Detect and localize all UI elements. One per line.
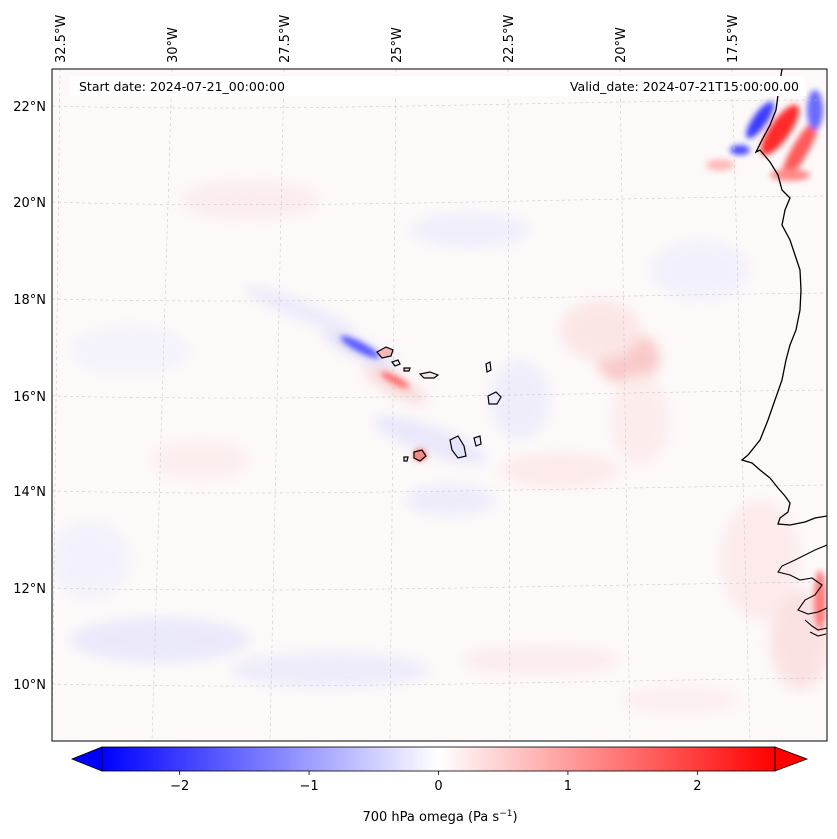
gridline-lon bbox=[389, 69, 397, 741]
colorbar-tick-label: −2 bbox=[170, 779, 189, 794]
map-frame bbox=[51, 68, 828, 742]
lat-label: 20°N bbox=[13, 196, 46, 211]
lat-label: 16°N bbox=[13, 390, 46, 405]
valid-date-label: Valid_date: 2024-07-21T15:00:00.00 bbox=[570, 79, 799, 94]
guinea-bissau-coastline bbox=[777, 544, 827, 637]
island-santo-antao bbox=[376, 346, 394, 359]
colorbar-tick-label: 0 bbox=[434, 779, 442, 794]
island-santa-luzia bbox=[403, 367, 411, 372]
lon-label: 25°W bbox=[390, 27, 405, 63]
lat-label: 12°N bbox=[13, 582, 46, 597]
cape-verde-islands bbox=[376, 346, 502, 462]
lon-label: 32.5°W bbox=[54, 15, 69, 63]
lat-label: 10°N bbox=[13, 678, 46, 693]
colorbar-label: 700 hPa omega (Pa s−1) bbox=[362, 809, 517, 825]
colorbar-extend-min bbox=[70, 746, 103, 772]
island-sao-nicolau bbox=[418, 371, 440, 379]
start-date-label: Start date: 2024-07-21_00:00:00 bbox=[79, 79, 285, 94]
lon-label: 30°W bbox=[166, 27, 181, 63]
map-panel: Start date: 2024-07-21_00:00:00 Valid_da… bbox=[51, 68, 828, 742]
lon-label: 17.5°W bbox=[726, 15, 741, 63]
lon-label: 27.5°W bbox=[278, 15, 293, 63]
gridline-lat bbox=[52, 292, 827, 302]
colorbar-tick-label: 1 bbox=[564, 779, 572, 794]
lat-label: 14°N bbox=[13, 485, 46, 500]
africa-coastline bbox=[740, 69, 827, 526]
gridline-lon bbox=[151, 69, 173, 741]
island-fogo bbox=[413, 449, 427, 462]
gridline-lat bbox=[52, 99, 827, 109]
island-sal bbox=[485, 361, 492, 373]
omega-field bbox=[52, 90, 827, 714]
island-sao-vicente bbox=[391, 359, 401, 367]
colorbar-tick-label: 2 bbox=[693, 779, 701, 794]
lon-label: 22.5°W bbox=[502, 15, 517, 63]
lat-label: 18°N bbox=[13, 293, 46, 308]
gridline-lat bbox=[52, 195, 827, 206]
gridline-lon bbox=[731, 69, 751, 741]
island-boa-vista bbox=[487, 391, 502, 405]
lon-label: 20°W bbox=[614, 27, 629, 63]
gridline-lat bbox=[52, 389, 827, 399]
gridline-lat bbox=[52, 677, 827, 687]
gridline-lat bbox=[52, 581, 827, 591]
colorbar-extend-max bbox=[774, 746, 809, 772]
gridlines bbox=[52, 69, 827, 741]
island-maio bbox=[473, 435, 482, 447]
colorbar-tick-label: −1 bbox=[299, 779, 318, 794]
island-brava bbox=[403, 456, 409, 462]
lat-label: 22°N bbox=[13, 100, 46, 115]
gridline-lon bbox=[619, 69, 631, 741]
gridline-lon bbox=[52, 69, 61, 741]
header-box bbox=[70, 76, 806, 96]
colorbar-gradient bbox=[101, 746, 776, 772]
colorbar-ticks: −2 −1 0 1 2 bbox=[170, 771, 701, 794]
gridline-lon bbox=[269, 69, 285, 741]
gridline-lon bbox=[507, 69, 511, 741]
latitude-labels: 22°N 20°N 18°N 16°N 14°N 12°N 10°N bbox=[13, 100, 46, 693]
gridline-lat bbox=[52, 484, 827, 494]
island-santiago bbox=[449, 435, 467, 459]
longitude-labels: 32.5°W 30°W 27.5°W 25°W 22.5°W 20°W 17.5… bbox=[54, 15, 741, 63]
colorbar: −2 −1 0 1 2 700 hPa omega (Pa s−1) bbox=[70, 746, 809, 825]
